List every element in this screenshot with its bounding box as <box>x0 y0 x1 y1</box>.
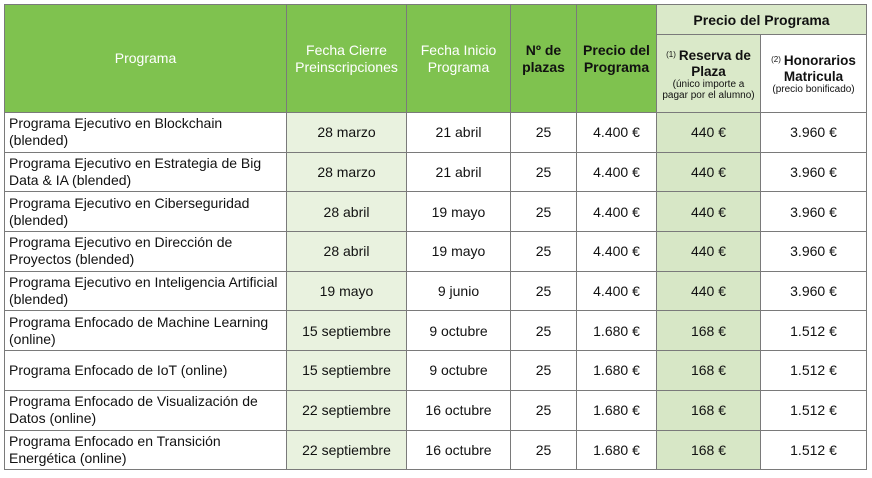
col-header-honorarios: (2) Honorarios Matricula (precio bonifica… <box>759 34 868 113</box>
col-header-reserva: (1) Reserva de Plaza (único importe a pag… <box>656 34 761 113</box>
table-row: Programa Enfocado de IoT (online) 15 sep… <box>4 350 868 391</box>
cell-honorarios: 1.512 € <box>759 350 868 391</box>
cell-fecha-inicio: 9 octubre <box>406 310 511 352</box>
table-row: Programa Ejecutivo en Inteligencia Artif… <box>4 270 868 312</box>
cell-fecha-cierre: 15 septiembre <box>286 350 407 391</box>
cell-programa: Programa Ejecutivo en Estrategia de Big … <box>4 151 287 193</box>
cell-precio: 1.680 € <box>576 310 657 352</box>
cell-reserva: 440 € <box>656 151 761 193</box>
col-header-plazas: Nº de plazas <box>510 4 577 113</box>
reserva-footnote-marker: (1) <box>666 49 676 59</box>
reserva-note: (único importe a pagar por el alumno) <box>662 78 755 101</box>
cell-fecha-inicio: 9 octubre <box>406 350 511 391</box>
cell-reserva: 440 € <box>656 231 761 272</box>
col-group-header-precio: Precio del Programa <box>655 4 868 35</box>
cell-reserva: 168 € <box>656 310 761 352</box>
cell-precio: 4.400 € <box>576 151 657 193</box>
cell-programa: Programa Enfocado de IoT (online) <box>4 350 287 391</box>
cell-fecha-cierre: 22 septiembre <box>286 389 407 431</box>
cell-precio: 4.400 € <box>576 191 657 233</box>
cell-fecha-cierre: 28 marzo <box>286 112 407 153</box>
cell-precio: 1.680 € <box>576 389 657 431</box>
cell-honorarios: 3.960 € <box>759 231 868 272</box>
cell-programa: Programa Enfocado de Machine Learning (o… <box>4 310 287 352</box>
cell-plazas: 25 <box>510 112 577 153</box>
table-row: Programa Enfocado en Transición Energéti… <box>4 429 868 471</box>
col-header-fecha-cierre: Fecha Cierre Preinscripciones <box>286 4 407 113</box>
cell-fecha-cierre: 28 abril <box>286 191 407 233</box>
cell-honorarios: 1.512 € <box>759 429 868 471</box>
cell-reserva: 440 € <box>656 112 761 153</box>
cell-fecha-inicio: 19 mayo <box>406 191 511 233</box>
cell-programa: Programa Ejecutivo en Blockchain (blende… <box>4 112 287 153</box>
cell-honorarios: 1.512 € <box>759 389 868 431</box>
honorarios-footnote-marker: (2) <box>771 55 781 64</box>
cell-honorarios: 1.512 € <box>759 310 868 352</box>
table-row: Programa Ejecutivo en Dirección de Proye… <box>4 231 868 272</box>
cell-honorarios: 3.960 € <box>759 151 868 193</box>
cell-programa: Programa Ejecutivo en Dirección de Proye… <box>4 231 287 272</box>
col-header-precio: Precio del Programa <box>576 4 657 113</box>
cell-fecha-cierre: 22 septiembre <box>286 429 407 471</box>
cell-honorarios: 3.960 € <box>759 270 868 312</box>
cell-reserva: 168 € <box>656 350 761 391</box>
cell-programa: Programa Enfocado de Visualización de Da… <box>4 389 287 431</box>
header-row-bottom: (1) Reserva de Plaza (único importe a pag… <box>5 34 868 113</box>
cell-reserva: 440 € <box>656 270 761 312</box>
cell-plazas: 25 <box>510 151 577 193</box>
cell-fecha-cierre: 28 marzo <box>286 151 407 193</box>
cell-fecha-inicio: 19 mayo <box>406 231 511 272</box>
cell-fecha-cierre: 19 mayo <box>286 270 407 312</box>
table-row: Programa Ejecutivo en Blockchain (blende… <box>4 112 868 153</box>
cell-plazas: 25 <box>510 270 577 312</box>
cell-precio: 1.680 € <box>576 350 657 391</box>
cell-honorarios: 3.960 € <box>759 112 868 153</box>
cell-reserva: 168 € <box>656 389 761 431</box>
table-row: Programa Enfocado de Visualización de Da… <box>4 389 868 431</box>
cell-precio: 4.400 € <box>576 270 657 312</box>
cell-plazas: 25 <box>510 191 577 233</box>
cell-plazas: 25 <box>510 389 577 431</box>
cell-fecha-inicio: 9 junio <box>406 270 511 312</box>
cell-precio: 4.400 € <box>576 112 657 153</box>
cell-precio: 1.680 € <box>576 429 657 471</box>
header-row-top: Programa Fecha Cierre Preinscripciones F… <box>4 4 868 113</box>
cell-fecha-inicio: 21 abril <box>406 112 511 153</box>
cell-precio: 4.400 € <box>576 231 657 272</box>
honorarios-label: Honorarios Matricula <box>783 53 856 84</box>
cell-fecha-inicio: 16 octubre <box>406 429 511 471</box>
cell-plazas: 25 <box>510 310 577 352</box>
reserva-label: Reserva de Plaza <box>678 47 751 79</box>
cell-fecha-cierre: 28 abril <box>286 231 407 272</box>
cell-fecha-inicio: 21 abril <box>406 151 511 193</box>
cell-reserva: 168 € <box>656 429 761 471</box>
cell-reserva: 440 € <box>656 191 761 233</box>
cell-programa: Programa Enfocado en Transición Energéti… <box>4 429 287 471</box>
table-row: Programa Ejecutivo en Estrategia de Big … <box>4 151 868 193</box>
col-header-fecha-inicio: Fecha Inicio Programa <box>406 4 511 113</box>
col-header-programa: Programa <box>4 4 287 113</box>
honorarios-note: (precio bonificado) <box>772 84 855 95</box>
cell-fecha-cierre: 15 septiembre <box>286 310 407 352</box>
cell-fecha-inicio: 16 octubre <box>406 389 511 431</box>
cell-programa: Programa Ejecutivo en Inteligencia Artif… <box>4 270 287 312</box>
cell-programa: Programa Ejecutivo en Ciberseguridad (bl… <box>4 191 287 233</box>
programs-table: Programa Fecha Cierre Preinscripciones F… <box>4 4 868 471</box>
cell-plazas: 25 <box>510 231 577 272</box>
cell-plazas: 25 <box>510 350 577 391</box>
cell-plazas: 25 <box>510 429 577 471</box>
table-row: Programa Enfocado de Machine Learning (o… <box>4 310 868 352</box>
table-row: Programa Ejecutivo en Ciberseguridad (bl… <box>4 191 868 233</box>
cell-honorarios: 3.960 € <box>759 191 868 233</box>
